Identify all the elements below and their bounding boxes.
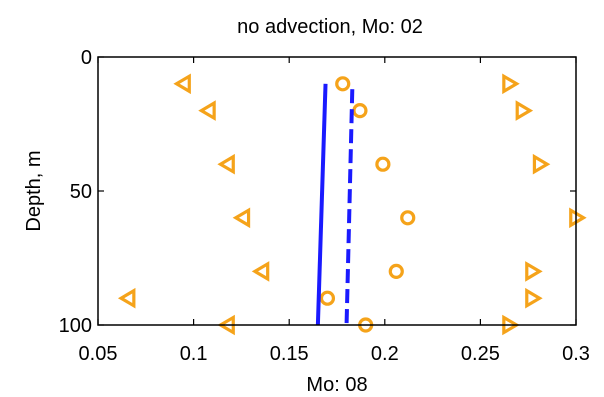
right-triangle-point — [532, 153, 551, 175]
x-axis-label: Mo: 08 — [306, 374, 367, 396]
x-tick-label: 0.05 — [79, 343, 118, 365]
circle-point — [400, 210, 416, 226]
right-triangle-point — [569, 207, 587, 229]
x-axis: 0.05 0.1 0.15 0.2 0.25 0.3 — [79, 57, 590, 365]
left-triangle-point — [198, 100, 216, 121]
circle-point — [375, 156, 391, 172]
right-triangle-point — [515, 100, 534, 121]
solid-line — [315, 83, 328, 326]
x-tick-label: 0.3 — [562, 343, 590, 365]
left-triangle-point — [173, 73, 191, 95]
circle-point — [319, 290, 336, 306]
y-tick-label: 100 — [59, 315, 92, 337]
left-triangle-point — [251, 261, 270, 282]
plot-area — [98, 57, 576, 325]
left-triangle-point — [117, 287, 136, 309]
right-triangle-point — [502, 73, 520, 95]
circle-point — [388, 263, 404, 279]
y-tick-label: 50 — [70, 181, 92, 203]
y-tick-label: 0 — [81, 47, 92, 69]
y-axis-label: Depth, m — [23, 150, 45, 231]
x-tick-label: 0.15 — [270, 343, 309, 365]
circle-point — [352, 102, 368, 119]
x-tick-label: 0.1 — [180, 343, 208, 365]
left-triangle-point — [232, 207, 251, 229]
right-triangle-point — [525, 287, 543, 309]
chart-title: no advection, Mo: 02 — [237, 16, 423, 38]
circle-point — [335, 76, 351, 92]
x-tick-label: 0.2 — [371, 343, 399, 365]
x-tick-label: 0.25 — [461, 343, 500, 365]
right-triangle-point — [525, 261, 543, 282]
y-axis: 0 50 100 — [59, 47, 576, 337]
left-triangle-point — [217, 153, 235, 175]
